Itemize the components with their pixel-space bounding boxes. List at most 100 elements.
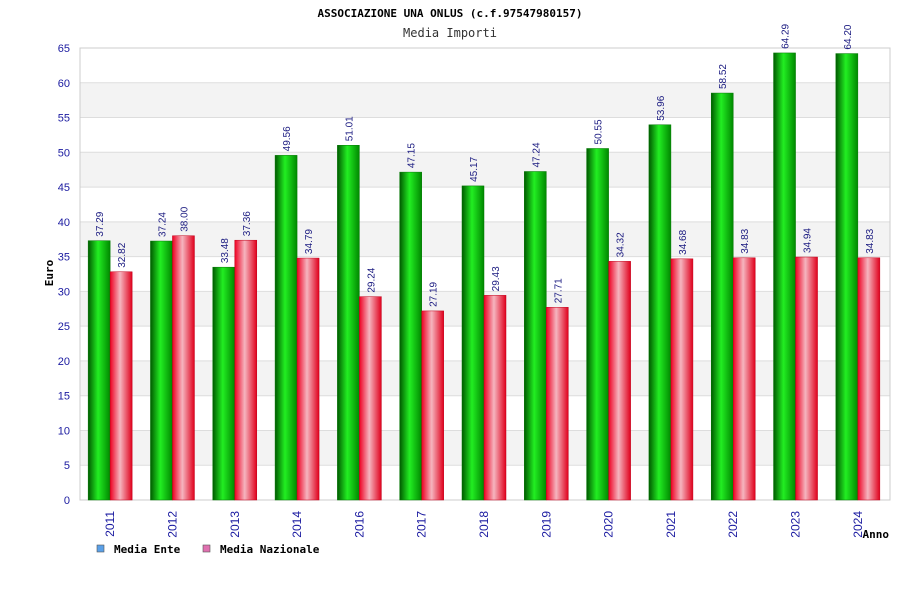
bars (87, 52, 881, 501)
data-label-media-ente-2014: 49.56 (282, 126, 293, 151)
data-label-media-nazionale-2022: 34.83 (740, 228, 751, 253)
y-axis-label: Euro (43, 259, 56, 286)
legend-swatch-media-ente (96, 544, 105, 553)
plot-band (80, 152, 890, 188)
data-label-media-ente-2011: 37.29 (95, 211, 106, 236)
bar-media-ente-2014 (274, 155, 298, 501)
bar-media-ente-2017 (399, 171, 422, 501)
bar-media-ente-2018 (461, 185, 485, 501)
bar-media-ente-2016 (337, 145, 360, 501)
x-tick-label: 2014 (290, 511, 304, 538)
bar-media-nazionale-2024 (857, 257, 881, 501)
plot-band (80, 117, 890, 153)
data-label-media-ente-2022: 58.52 (718, 64, 729, 89)
y-tick-label: 20 (58, 356, 70, 368)
x-tick-label: 2021 (664, 511, 678, 538)
y-axis-ticks: 0 5 10 15 20 25 30 35 40 45 50 55 60 65 (58, 43, 70, 507)
data-label-media-ente-2024: 64.20 (843, 24, 854, 49)
data-label-media-ente-2023: 64.29 (781, 23, 792, 48)
x-tick-label: 2012 (165, 511, 179, 538)
x-tick-label: 2011 (103, 511, 117, 537)
bar-media-nazionale-2019 (546, 307, 569, 501)
bar-media-nazionale-2011 (109, 271, 133, 501)
y-tick-label: 45 (58, 182, 70, 194)
x-tick-label: 2020 (602, 511, 616, 538)
bar-media-nazionale-2022 (732, 257, 756, 501)
x-tick-label: 2016 (352, 511, 366, 538)
bar-media-ente-2022 (710, 92, 734, 501)
y-tick-label: 50 (58, 147, 70, 159)
y-tick-label: 55 (58, 113, 70, 125)
bar-media-ente-2013 (212, 266, 236, 501)
x-tick-label: 2013 (228, 511, 242, 538)
data-labels: 37.29 32.82 37.24 38.00 33.48 37.36 49.56 34.79… (95, 23, 876, 306)
bar-media-nazionale-2014 (296, 257, 320, 501)
bar-media-nazionale-2017 (421, 310, 444, 501)
data-label-media-ente-2017: 47.15 (407, 143, 418, 168)
bar-media-nazionale-2012 (172, 235, 195, 501)
bar-media-ente-2019 (524, 171, 547, 501)
legend-label-media-ente: Media Ente (114, 543, 181, 556)
legend: Media Ente Media Nazionale (96, 543, 320, 556)
x-tick-label: 2023 (789, 511, 803, 538)
y-tick-label: 0 (64, 495, 70, 507)
bar-media-ente-2024 (835, 53, 859, 501)
bar-media-nazionale-2018 (483, 295, 507, 501)
x-tick-label: 2022 (726, 511, 740, 538)
bar-media-ente-2012 (150, 240, 173, 501)
y-tick-label: 65 (58, 43, 70, 55)
data-label-media-nazionale-2021: 34.68 (678, 229, 689, 254)
data-label-media-ente-2020: 50.55 (594, 119, 605, 144)
plot-band (80, 48, 890, 83)
bar-media-nazionale-2016 (359, 296, 382, 501)
y-tick-label: 10 (58, 425, 70, 437)
data-label-media-ente-2016: 51.01 (344, 116, 355, 141)
data-label-media-ente-2021: 53.96 (656, 95, 667, 120)
y-tick-label: 15 (58, 391, 70, 403)
x-tick-label: 2019 (539, 511, 553, 538)
bar-media-nazionale-2013 (234, 239, 258, 501)
legend-label-media-nazionale: Media Nazionale (220, 543, 320, 556)
data-label-media-nazionale-2016: 29.24 (366, 267, 377, 292)
y-tick-label: 25 (58, 321, 70, 333)
x-tick-label: 2024 (851, 511, 865, 538)
x-tick-label: 2017 (415, 511, 429, 538)
plot-band (80, 82, 890, 118)
bar-media-ente-2020 (586, 148, 609, 501)
data-label-media-ente-2012: 37.24 (157, 212, 168, 237)
chart-title: ASSOCIAZIONE UNA ONLUS (c.f.97547980157) (318, 7, 583, 20)
x-axis-ticks: 2011 2012 2013 2014 2016 2017 2018 2019 2020 2021… (103, 511, 865, 538)
data-label-media-nazionale-2018: 29.43 (491, 266, 502, 291)
y-tick-label: 5 (64, 460, 70, 472)
y-tick-label: 35 (58, 252, 70, 264)
x-tick-label: 2018 (477, 511, 491, 538)
legend-swatch-media-nazionale (202, 544, 211, 553)
data-label-media-nazionale-2013: 37.36 (242, 211, 253, 236)
y-tick-label: 60 (58, 78, 70, 90)
x-axis-label: Anno (863, 528, 890, 541)
bar-media-ente-2023 (773, 52, 796, 501)
y-tick-label: 40 (58, 217, 70, 229)
bar-media-ente-2021 (648, 124, 672, 501)
bar-media-nazionale-2020 (608, 261, 631, 501)
data-label-media-nazionale-2012: 38.00 (179, 206, 190, 231)
data-label-media-nazionale-2014: 34.79 (304, 229, 315, 254)
bar-media-nazionale-2023 (795, 256, 818, 501)
data-label-media-nazionale-2023: 34.94 (803, 228, 814, 253)
chart-subtitle: Media Importi (403, 26, 497, 40)
bar-media-ente-2011 (87, 240, 111, 501)
data-label-media-nazionale-2019: 27.71 (553, 278, 564, 303)
y-tick-label: 30 (58, 286, 70, 298)
plot-band (80, 187, 890, 222)
data-label-media-nazionale-2024: 34.83 (865, 228, 876, 253)
data-label-media-nazionale-2011: 32.82 (117, 242, 128, 267)
data-label-media-ente-2019: 47.24 (531, 142, 542, 167)
plot-band (80, 221, 890, 257)
data-label-media-ente-2013: 33.48 (220, 238, 231, 263)
data-label-media-nazionale-2020: 34.32 (616, 232, 627, 257)
data-label-media-nazionale-2017: 27.19 (429, 281, 440, 306)
plot-band (80, 256, 890, 292)
bar-media-nazionale-2021 (670, 258, 694, 501)
data-label-media-ente-2018: 45.17 (469, 156, 480, 181)
